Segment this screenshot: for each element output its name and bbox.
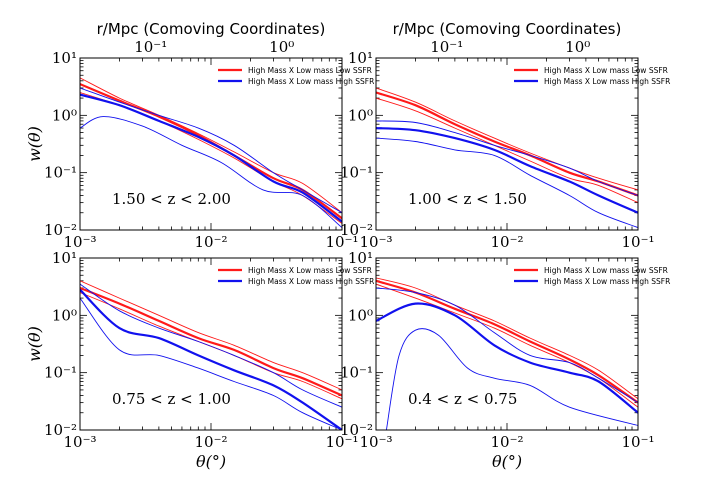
series-line-blue-main	[376, 302, 638, 414]
series-line-red-bound-1	[376, 277, 638, 400]
top-axis-label: r/Mpc (Comoving Coordinates)	[97, 20, 326, 38]
series-line-red-bound-1	[80, 77, 342, 214]
redshift-label: 0.4 < z < 0.75	[408, 390, 517, 408]
series-line-red-main	[80, 286, 342, 397]
legend-entry: High Mass X Low mass High SSFR	[544, 277, 670, 286]
series-group	[80, 280, 342, 430]
legend-entry: High Mass X Low mass High SSFR	[544, 77, 670, 86]
series-line-blue-main	[80, 93, 342, 223]
series-line-red-main	[376, 279, 638, 404]
legend: High Mass X Low mass Low SSFR High Mass X…	[218, 66, 374, 86]
legend: High Mass X Low mass Low SSFR High Mass X…	[218, 266, 374, 286]
x-tick-label: 10⁻³	[63, 233, 96, 251]
redshift-label: 1.50 < z < 2.00	[112, 190, 231, 208]
y-tick-label: 10⁻²	[44, 421, 77, 439]
y-tick-label: 10⁰	[348, 106, 373, 124]
y-tick-label: 10⁻¹	[340, 364, 373, 382]
series-group	[376, 277, 638, 430]
legend-entry: High Mass X Low mass Low SSFR	[248, 66, 372, 75]
y-tick-label: 10⁰	[52, 106, 77, 124]
y-tick-label: 10⁻¹	[44, 364, 77, 382]
series-line-blue-bound-5	[385, 328, 638, 430]
y-tick-label: 10¹	[348, 49, 373, 67]
top-tick-label: 10⁰	[565, 38, 590, 56]
y-tick-label: 10¹	[52, 249, 77, 267]
x-axis-label: θ(°)	[492, 452, 522, 471]
legend: High Mass X Low mass Low SSFR High Mass X…	[514, 266, 670, 286]
series-line-red-bound-2	[80, 292, 342, 400]
series-line-red-bound-1	[376, 87, 638, 191]
legend-entry: High Mass X Low mass Low SSFR	[544, 66, 668, 75]
series-line-blue-bound-4	[80, 283, 342, 408]
top-tick-label: 10⁰	[269, 38, 294, 56]
redshift-label: 0.75 < z < 1.00	[112, 390, 231, 408]
plot-frame	[79, 257, 343, 431]
plot-frame	[79, 57, 343, 231]
legend-entry: High Mass X Low mass Low SSFR	[544, 266, 668, 275]
series-line-blue-bound-4	[80, 87, 342, 214]
x-tick-label: 10⁻²	[194, 233, 227, 251]
series-group	[376, 87, 638, 229]
series-line-blue-bound-5	[80, 116, 342, 228]
y-tick-label: 10⁻¹	[44, 164, 77, 182]
y-tick-label: 10⁻¹	[340, 164, 373, 182]
series-line-red-bound-1	[80, 280, 342, 391]
legend-entry: High Mass X Low mass High SSFR	[248, 77, 374, 86]
y-tick-label: 10⁻²	[340, 221, 373, 239]
series-line-blue-bound-5	[80, 297, 342, 430]
redshift-label: 1.00 < z < 1.50	[408, 190, 527, 208]
x-tick-label: 10⁻³	[63, 433, 96, 451]
y-tick-label: 10⁻²	[44, 221, 77, 239]
x-tick-label: 10⁻¹	[325, 233, 358, 251]
series-line-blue-bound-4	[376, 287, 638, 403]
legend-entry: High Mass X Low mass High SSFR	[248, 277, 374, 286]
x-tick-label: 10⁻³	[359, 233, 392, 251]
x-tick-label: 10⁻³	[359, 433, 392, 451]
top-tick-label: 10⁻¹	[430, 38, 463, 56]
plot-frame	[375, 257, 639, 431]
plot-frame	[375, 57, 639, 231]
series-line-blue-main	[80, 288, 342, 430]
x-tick-label: 10⁻¹	[325, 433, 358, 451]
x-tick-label: 10⁻²	[194, 433, 227, 451]
series-line-blue-bound-4	[376, 120, 638, 196]
x-tick-label: 10⁻¹	[621, 433, 654, 451]
y-tick-label: 10¹	[52, 49, 77, 67]
series-line-blue-bound-5	[376, 137, 638, 229]
x-axis-label: θ(°)	[196, 452, 226, 471]
legend: High Mass X Low mass Low SSFR High Mass X…	[514, 66, 670, 86]
series-group	[80, 77, 342, 228]
x-tick-label: 10⁻²	[490, 433, 523, 451]
top-axis-label: r/Mpc (Comoving Coordinates)	[393, 20, 622, 38]
series-line-red-bound-2	[376, 97, 638, 204]
y-tick-label: 10¹	[348, 249, 373, 267]
tick-marks	[375, 258, 638, 431]
y-axis-label: w(θ)	[25, 326, 44, 362]
x-tick-label: 10⁻¹	[621, 233, 654, 251]
x-tick-label: 10⁻²	[490, 233, 523, 251]
y-tick-label: 10⁰	[348, 306, 373, 324]
top-tick-label: 10⁻¹	[134, 38, 167, 56]
legend-entry: High Mass X Low mass Low SSFR	[248, 266, 372, 275]
y-tick-label: 10⁰	[52, 306, 77, 324]
y-axis-label: w(θ)	[25, 126, 44, 162]
y-tick-label: 10⁻²	[340, 421, 373, 439]
series-line-blue-main	[376, 127, 638, 214]
